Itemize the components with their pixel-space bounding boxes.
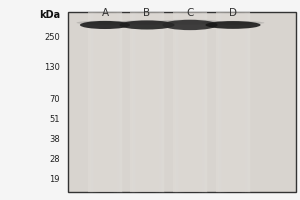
Text: B: B [143,8,151,18]
Ellipse shape [202,21,264,25]
Text: 38: 38 [49,136,60,144]
Ellipse shape [119,20,175,29]
Text: 51: 51 [50,116,60,124]
Bar [68,12,296,192]
Ellipse shape [116,20,178,25]
Bar [130,12,164,192]
Bar [88,12,122,192]
Text: 130: 130 [44,64,60,72]
Text: D: D [229,8,237,18]
Text: C: C [186,8,194,18]
Ellipse shape [76,21,134,25]
Bar [173,12,207,192]
Text: 19: 19 [50,176,60,184]
Text: 250: 250 [44,33,60,43]
Ellipse shape [159,19,221,25]
Bar [216,12,250,192]
Ellipse shape [206,21,261,29]
Text: 70: 70 [50,96,60,104]
Ellipse shape [162,20,218,30]
Ellipse shape [80,21,130,29]
Text: kDa: kDa [39,10,60,20]
Text: 28: 28 [50,156,60,164]
Text: A: A [101,8,109,18]
